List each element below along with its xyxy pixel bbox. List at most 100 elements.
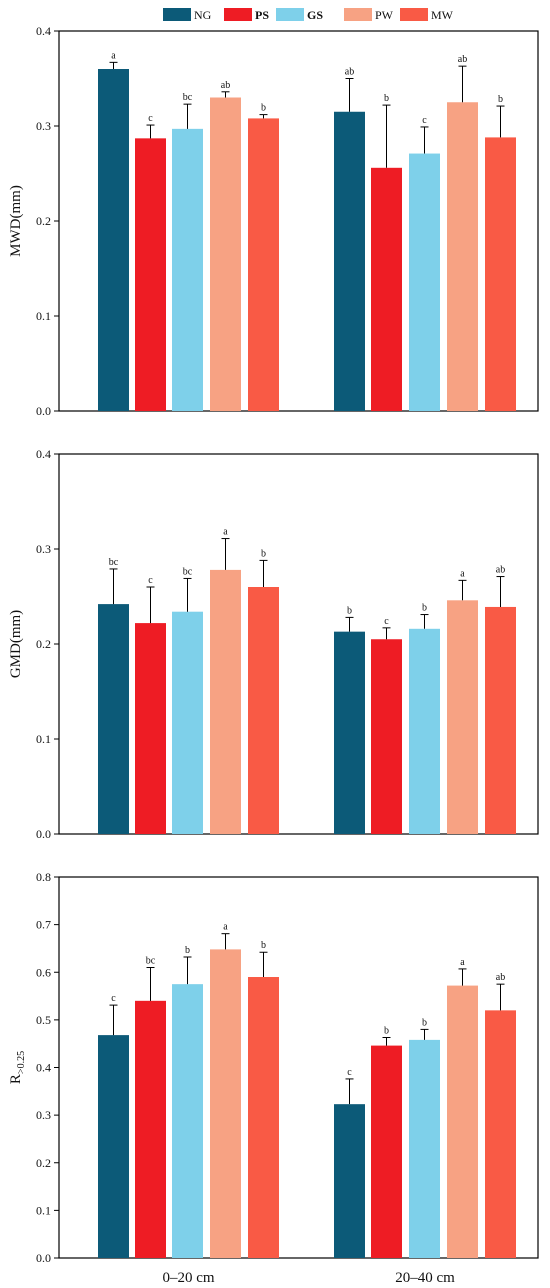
legend-swatch-gs bbox=[276, 8, 304, 21]
legend-label-mw: MW bbox=[431, 8, 454, 22]
legend: NG PS GS PW MW bbox=[163, 8, 454, 22]
y-tick-label: 0.4 bbox=[36, 1061, 51, 1075]
legend-label-pw: PW bbox=[375, 8, 394, 22]
significance-letter: ab bbox=[458, 54, 467, 65]
significance-letter: b bbox=[261, 940, 266, 951]
significance-letter: c bbox=[384, 616, 389, 627]
bar-pw bbox=[210, 569, 241, 834]
y-tick-label: 0.2 bbox=[36, 1156, 51, 1170]
y-tick-label: 0.1 bbox=[36, 309, 51, 323]
legend-swatch-mw bbox=[400, 8, 428, 21]
bar-ps bbox=[371, 639, 402, 834]
bar-gs bbox=[172, 128, 203, 411]
y-tick-label: 0.4 bbox=[36, 447, 51, 461]
bar-mw bbox=[485, 137, 516, 411]
y-tick-label: 0.4 bbox=[36, 24, 51, 38]
chart-panel-3: 0.00.10.20.30.40.50.60.70.8R>0.25cbcbab0… bbox=[8, 870, 539, 1286]
legend-label-gs: GS bbox=[307, 8, 323, 22]
bar-ng bbox=[98, 69, 129, 411]
significance-letter: bc bbox=[146, 955, 156, 966]
bar-ps bbox=[135, 623, 166, 834]
significance-letter: b bbox=[498, 94, 503, 105]
y-tick-label: 0.0 bbox=[36, 404, 51, 418]
significance-letter: c bbox=[111, 993, 116, 1004]
bar-mw bbox=[248, 118, 279, 412]
bar-pw bbox=[447, 985, 478, 1258]
y-tick-label: 0.3 bbox=[36, 1108, 51, 1122]
y-axis-label: GMD(mm) bbox=[8, 610, 24, 678]
legend-swatch-ps bbox=[224, 8, 252, 21]
significance-letter: c bbox=[347, 1067, 352, 1078]
significance-letter: b bbox=[185, 945, 190, 956]
bar-ng bbox=[334, 631, 365, 834]
significance-letter: b bbox=[422, 1017, 427, 1028]
y-axis-label-main: GMD(mm) bbox=[8, 610, 24, 678]
bar-ng bbox=[334, 1104, 365, 1258]
significance-letter: bc bbox=[109, 557, 119, 568]
bar-mw bbox=[485, 1010, 516, 1258]
significance-letter: a bbox=[460, 568, 465, 579]
y-tick-label: 0.2 bbox=[36, 637, 51, 651]
bar-ps bbox=[371, 1045, 402, 1258]
bar-gs bbox=[172, 611, 203, 834]
bar-pw bbox=[447, 600, 478, 834]
bar-pw bbox=[210, 949, 241, 1258]
y-tick-label: 0.3 bbox=[36, 542, 51, 556]
legend-swatch-pw bbox=[344, 8, 372, 21]
significance-letter: a bbox=[223, 922, 228, 933]
significance-letter: ab bbox=[345, 67, 354, 78]
legend-label-ps: PS bbox=[255, 8, 269, 22]
bar-mw bbox=[248, 977, 279, 1258]
bar-ng bbox=[98, 1035, 129, 1258]
y-tick-label: 0.5 bbox=[36, 1013, 51, 1027]
significance-letter: a bbox=[223, 527, 228, 538]
y-tick-label: 0.8 bbox=[36, 870, 51, 884]
y-tick-label: 0.1 bbox=[36, 1203, 51, 1217]
bar-ng bbox=[98, 604, 129, 834]
significance-letter: a bbox=[460, 957, 465, 968]
x-category-label: 20–40 cm bbox=[395, 1270, 455, 1286]
significance-letter: bc bbox=[183, 566, 193, 577]
significance-letter: b bbox=[384, 1025, 389, 1036]
y-axis-label-main: R bbox=[8, 1074, 24, 1084]
y-tick-label: 0.7 bbox=[36, 918, 51, 932]
y-tick-label: 0.6 bbox=[36, 965, 51, 979]
y-tick-label: 0.3 bbox=[36, 119, 51, 133]
bar-gs bbox=[409, 153, 440, 412]
significance-letter: b bbox=[384, 93, 389, 104]
significance-letter: a bbox=[111, 50, 116, 61]
x-category-label: 0–20 cm bbox=[162, 1270, 214, 1286]
y-axis-label: MWD(mm) bbox=[8, 185, 24, 257]
bar-ng bbox=[334, 111, 365, 411]
bar-mw bbox=[485, 606, 516, 834]
significance-letter: ab bbox=[496, 565, 505, 576]
significance-letter: ab bbox=[221, 80, 230, 91]
bar-ps bbox=[371, 167, 402, 411]
bar-ps bbox=[135, 1000, 166, 1258]
significance-letter: c bbox=[422, 115, 427, 126]
y-axis-label-sub: >0.25 bbox=[16, 1051, 27, 1074]
bar-pw bbox=[447, 102, 478, 411]
bar-gs bbox=[409, 1039, 440, 1258]
legend-label-ng: NG bbox=[194, 8, 212, 22]
significance-letter: ab bbox=[496, 972, 505, 983]
significance-letter: b bbox=[347, 605, 352, 616]
legend-swatch-ng bbox=[163, 8, 191, 21]
significance-letter: b bbox=[261, 548, 266, 559]
significance-letter: bc bbox=[183, 92, 193, 103]
bar-ps bbox=[135, 138, 166, 411]
significance-letter: c bbox=[148, 575, 153, 586]
bar-pw bbox=[210, 97, 241, 411]
y-tick-label: 0.1 bbox=[36, 732, 51, 746]
y-axis-label-main: MWD(mm) bbox=[8, 185, 24, 257]
y-tick-label: 0.0 bbox=[36, 827, 51, 841]
bar-gs bbox=[172, 984, 203, 1258]
significance-letter: b bbox=[261, 103, 266, 114]
y-tick-label: 0.2 bbox=[36, 214, 51, 228]
chart-panels: 0.00.10.20.30.4MWD(mm)acbcabbabbcabb0.00… bbox=[8, 24, 539, 1286]
y-axis-label: R>0.25 bbox=[8, 1051, 27, 1084]
y-tick-label: 0.0 bbox=[36, 1251, 51, 1265]
